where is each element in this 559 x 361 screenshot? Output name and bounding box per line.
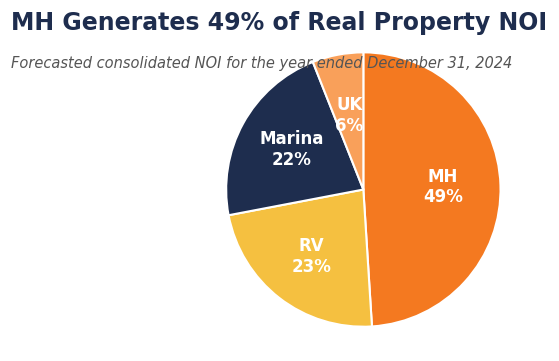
Wedge shape — [229, 190, 372, 327]
Text: RV
23%: RV 23% — [291, 237, 331, 276]
Wedge shape — [226, 62, 363, 215]
Text: Forecasted consolidated NOI for the year ended December 31, 2024: Forecasted consolidated NOI for the year… — [11, 56, 513, 71]
Text: MH
49%: MH 49% — [423, 168, 463, 206]
Text: MH Generates 49% of Real Property NOI: MH Generates 49% of Real Property NOI — [11, 11, 547, 35]
Text: UK
6%: UK 6% — [335, 96, 363, 135]
Wedge shape — [313, 52, 363, 190]
Text: Marina
22%: Marina 22% — [259, 130, 324, 169]
Wedge shape — [363, 52, 500, 326]
